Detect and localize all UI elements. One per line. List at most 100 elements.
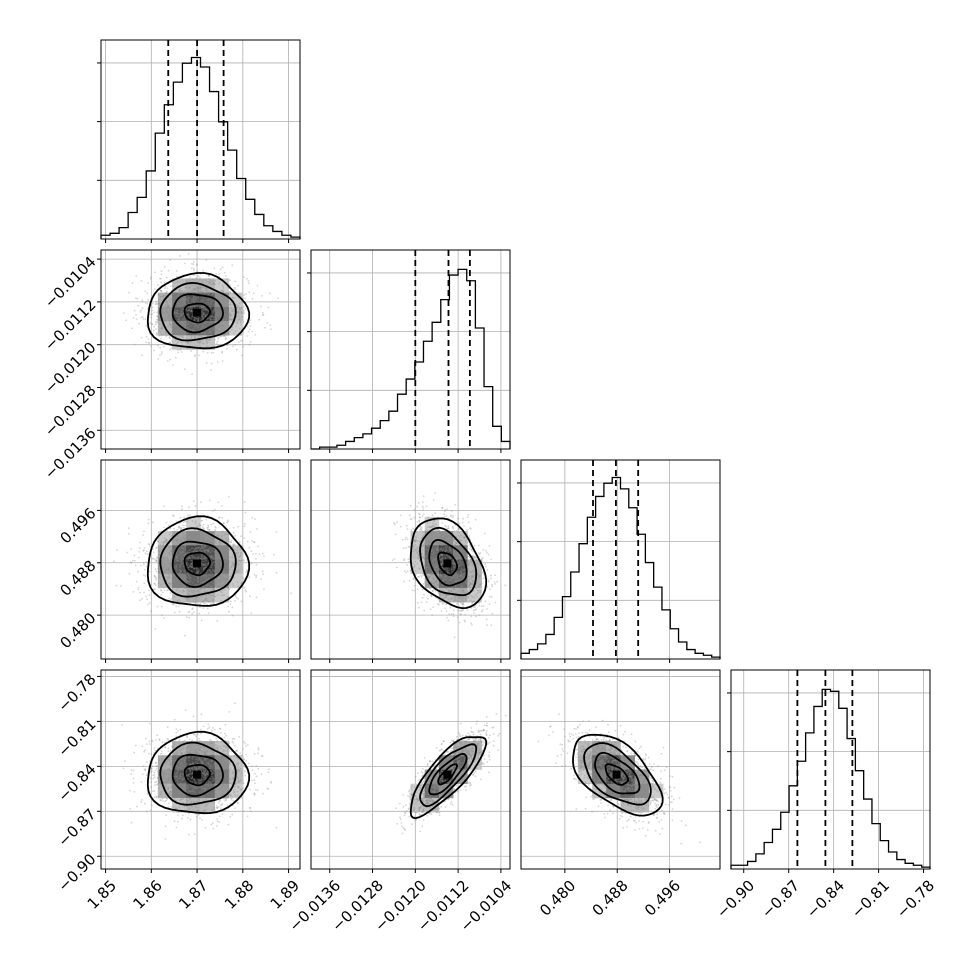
grid-layer	[101, 40, 930, 869]
panel-2-0-sample	[173, 527, 176, 530]
panel-1-0-sample	[168, 323, 171, 326]
panel-2-1-sample	[484, 600, 487, 602]
panel-2-1-sample	[439, 593, 442, 596]
panel-3-0-density-cell	[186, 797, 201, 813]
panel-2-0-sample	[193, 593, 195, 596]
panel-1-0-sample	[172, 281, 175, 283]
panel-3-0-sample	[191, 757, 194, 760]
panel-1-0-sample	[172, 284, 175, 287]
panel-1-0-sample	[195, 317, 198, 320]
panel-1-0-sample	[211, 321, 214, 324]
panel-1-0-sample	[238, 318, 241, 321]
panel-2-0-sample	[209, 571, 212, 573]
panel-1-0-sample	[170, 298, 172, 300]
panel-2-1-sample	[466, 609, 469, 612]
panel-1-0-sample	[229, 318, 232, 321]
panel-2-1-sample	[464, 539, 467, 542]
panel-1-0-sample	[140, 336, 143, 339]
panel-2-0-sample	[187, 559, 190, 562]
panel-1-0-sample	[261, 311, 264, 314]
panel-1-0-sample	[197, 296, 200, 299]
panel-2-1-sample	[433, 553, 435, 555]
panel-1-0-sample	[214, 320, 217, 323]
panel-1-0-sample	[171, 326, 173, 329]
panel-2-0-sample	[170, 535, 173, 537]
panel-2-0-sample	[157, 540, 160, 543]
panel-2-0-sample	[201, 545, 204, 547]
panel-2-0-sample	[172, 515, 175, 517]
panel-2-0-sample	[216, 554, 219, 557]
panel-1-0-sample	[217, 295, 220, 298]
panel-2-1-sample	[441, 534, 443, 537]
panel-1-0-sample	[185, 324, 187, 326]
panel-2-0-sample	[154, 558, 156, 561]
panel-1-0-sample	[194, 295, 197, 298]
panel-2-0-sample	[187, 547, 189, 549]
panel-1-0-sample	[193, 300, 196, 303]
panel-1-0-sample	[186, 322, 189, 325]
panel-2-1-sample	[457, 609, 459, 612]
panel-1-0-sample	[164, 319, 167, 321]
panel-2-0-sample	[192, 587, 195, 590]
panel-2-0-sample	[158, 571, 161, 574]
panel-2-1-sample	[438, 541, 440, 543]
panel-2-1-sample	[460, 602, 463, 605]
panel-1-0-sample	[221, 360, 224, 362]
panel-2-0-sample	[223, 556, 225, 559]
panel-3-0-density-cell	[186, 741, 201, 756]
panel-2-0-sample	[263, 555, 265, 558]
panel-2-1-sample	[423, 609, 426, 612]
panel-2-1-sample	[443, 531, 446, 533]
panel-2-0-sample	[181, 551, 184, 553]
panel-1-0-sample	[208, 303, 211, 306]
panel-2-1-sample	[440, 546, 443, 549]
panel-2-0-sample	[203, 574, 205, 576]
panel-2-0-sample	[199, 606, 201, 609]
panel-3-0-sample	[195, 735, 198, 738]
panel-1-0-sample	[227, 312, 230, 314]
panel-1-0-sample	[223, 306, 225, 309]
panel-1-0-sample	[214, 327, 217, 330]
panel-1-0-sample	[210, 334, 213, 336]
panel-2-1-sample	[462, 602, 464, 605]
panel-2-0-sample	[189, 578, 192, 581]
panel-1-0-sample	[188, 321, 191, 324]
panel-2-0-sample	[119, 585, 122, 587]
panel-1-0-sample	[207, 290, 210, 293]
panel-2-1-sample	[467, 521, 470, 524]
panel-3-0-sample	[254, 772, 256, 775]
panel-1-0-sample	[186, 302, 189, 304]
panel-2-1-sample	[491, 583, 493, 586]
panel-1-0-sample	[169, 320, 171, 323]
panel-2-1-sample	[444, 533, 446, 536]
panel-1-0-sample	[201, 332, 203, 334]
panel-2-0-sample	[133, 554, 136, 557]
panel-1-0-sample	[182, 333, 185, 336]
panel-1-0-sample	[133, 343, 136, 346]
panel-2-0-sample	[179, 539, 182, 542]
panel-3-0-sample	[155, 767, 158, 770]
panel-2-1-sample	[396, 521, 398, 524]
panel-2-1-sample	[473, 574, 476, 577]
panel-2-0-sample	[216, 564, 219, 567]
panel-1-0-sample	[223, 324, 226, 327]
panel-1-0-sample	[160, 330, 162, 333]
panel-2-1-sample	[481, 571, 484, 574]
panel-1-0-sample	[141, 316, 144, 318]
panel-2-1-sample	[469, 558, 472, 561]
panel-1-0-sample	[178, 292, 181, 295]
panel-1-0-sample	[165, 292, 168, 294]
panel-2-0-sample	[169, 546, 171, 549]
panel-1-0-sample	[222, 284, 224, 287]
panel-1-0-sample	[195, 287, 198, 290]
panel-1-0-sample	[166, 311, 169, 314]
panel-1-0-sample	[158, 330, 161, 332]
panel-2-0-sample	[193, 578, 196, 581]
panel-2-0-sample	[213, 595, 216, 598]
panel-2-1-sample	[459, 563, 462, 565]
panel-2-0-sample	[191, 554, 194, 557]
panel-2-0-sample	[203, 587, 206, 590]
panel-2-1-sample	[447, 598, 450, 600]
panel-2-0-sample	[227, 557, 230, 559]
panel-3-0-density-cell	[172, 769, 187, 785]
